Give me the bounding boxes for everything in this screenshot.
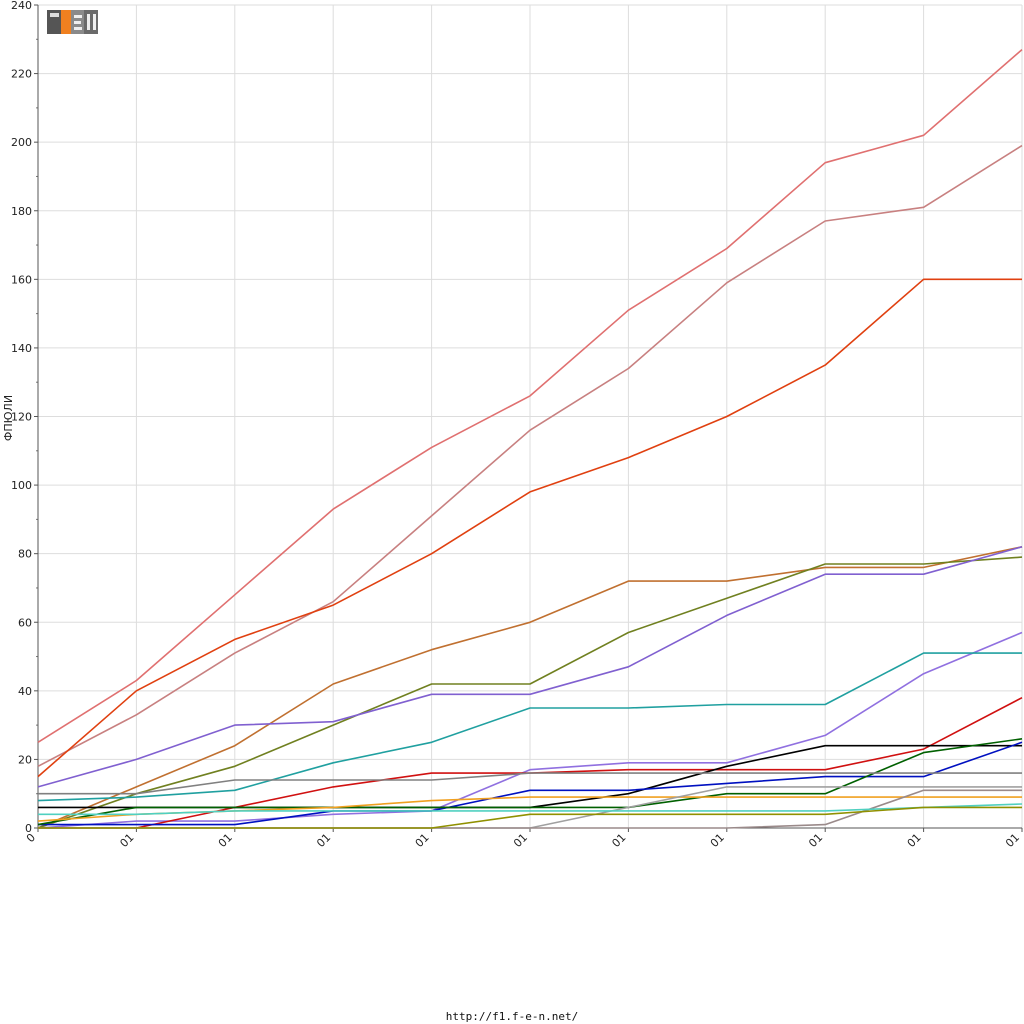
y-tick-label-4: 80 <box>18 548 32 561</box>
logo-block-1 <box>61 10 71 34</box>
series-line-6 <box>37 631 1023 829</box>
x-tick-labels: 0 01 01 01 01 01 01 01 01 01 01 <box>24 831 1022 850</box>
series-line-4 <box>37 556 1023 829</box>
y-tick-label-3: 60 <box>18 616 32 629</box>
y-tick-labels: 0 20 40 60 80 100 120 140 160 180 200 220 240 <box>11 0 32 835</box>
logo-e-bar-top <box>74 15 82 18</box>
x-tick-label-5: 01 <box>511 831 530 850</box>
x-tick-label-7: 01 <box>708 831 727 850</box>
series-line-10 <box>38 741 1023 826</box>
logo-e-bar-bottom <box>74 27 82 30</box>
site-logo <box>47 8 99 36</box>
chart-series <box>37 48 1023 829</box>
y-tick-label-6: 120 <box>11 411 32 424</box>
y-tick-label-11: 220 <box>11 68 32 81</box>
y-tick-label-7: 140 <box>11 342 32 355</box>
site-logo-graphic <box>47 10 98 34</box>
y-tick-label-0: 0 <box>25 822 32 835</box>
x-tick-label-9: 01 <box>905 831 924 850</box>
series-line-5 <box>37 546 1023 788</box>
y-tick-label-12: 240 <box>11 0 32 12</box>
y-tick-label-9: 180 <box>11 205 32 218</box>
x-tick-label-3: 01 <box>314 831 333 850</box>
x-tick-label-10: 01 <box>1003 831 1022 850</box>
series-line-2 <box>37 278 1022 778</box>
footer-url[interactable]: http://f1.f-e-n.net/ <box>445 1010 579 1023</box>
y-tick-label-8: 160 <box>11 273 32 286</box>
y-tick-label-5: 100 <box>11 479 32 492</box>
y-axis-label: ФПЮЛИ <box>2 395 15 441</box>
series-line-1 <box>37 144 1023 768</box>
logo-n-right <box>93 14 96 30</box>
y-tick-label-1: 20 <box>18 753 32 766</box>
logo-n-left <box>87 14 90 30</box>
series-line-12 <box>38 772 1022 795</box>
x-tick-label-4: 01 <box>413 831 432 850</box>
y-tick-label-10: 200 <box>11 136 32 149</box>
x-tick-label-1: 01 <box>117 831 136 850</box>
series-line-0 <box>37 48 1023 743</box>
x-tick-label-0: 0 <box>24 831 38 845</box>
logo-f-bar <box>50 13 59 17</box>
y-tick-label-2: 40 <box>18 685 32 698</box>
x-tick-label-2: 01 <box>216 831 235 850</box>
series-line-16 <box>38 803 1023 816</box>
logo-e-bar-mid <box>74 21 81 24</box>
series-line-11 <box>37 738 1023 826</box>
series-line-3 <box>37 546 1023 829</box>
chart-grid <box>37 4 1023 829</box>
series-line-7 <box>37 652 1022 802</box>
x-tick-label-8: 01 <box>806 831 825 850</box>
x-tick-label-6: 01 <box>609 831 628 850</box>
series-line-17 <box>38 806 1022 829</box>
